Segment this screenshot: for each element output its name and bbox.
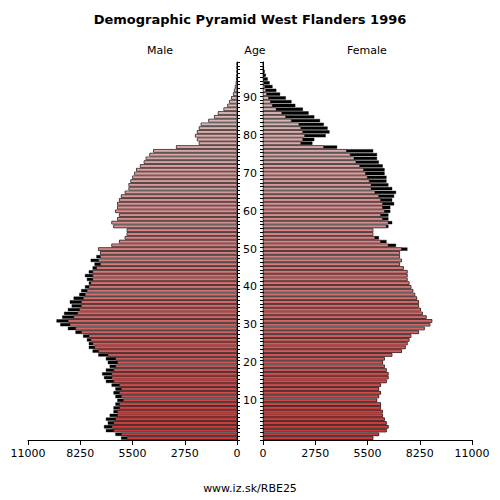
svg-text:20: 20 [243, 356, 257, 369]
svg-text:8250: 8250 [406, 447, 434, 460]
svg-text:Demographic Pyramid West Fland: Demographic Pyramid West Flanders 1996 [94, 12, 407, 27]
svg-text:5500: 5500 [354, 447, 382, 460]
svg-text:0: 0 [234, 447, 241, 460]
svg-text:80: 80 [243, 129, 257, 142]
svg-text:0: 0 [260, 447, 267, 460]
svg-text:90: 90 [243, 91, 257, 104]
svg-text:10: 10 [243, 394, 257, 407]
svg-text:50: 50 [243, 243, 257, 256]
svg-text:Female: Female [347, 44, 387, 57]
svg-text:Age: Age [244, 44, 266, 57]
svg-text:2750: 2750 [171, 447, 199, 460]
svg-text:60: 60 [243, 205, 257, 218]
svg-text:11000: 11000 [455, 447, 490, 460]
svg-text:www.iz.sk/RBE25: www.iz.sk/RBE25 [203, 482, 297, 495]
svg-text:2750: 2750 [301, 447, 329, 460]
svg-text:40: 40 [243, 280, 257, 293]
svg-text:30: 30 [243, 318, 257, 331]
svg-text:8250: 8250 [66, 447, 94, 460]
svg-text:70: 70 [243, 167, 257, 180]
svg-text:11000: 11000 [11, 447, 46, 460]
svg-text:5500: 5500 [119, 447, 147, 460]
svg-text:Male: Male [147, 44, 173, 57]
